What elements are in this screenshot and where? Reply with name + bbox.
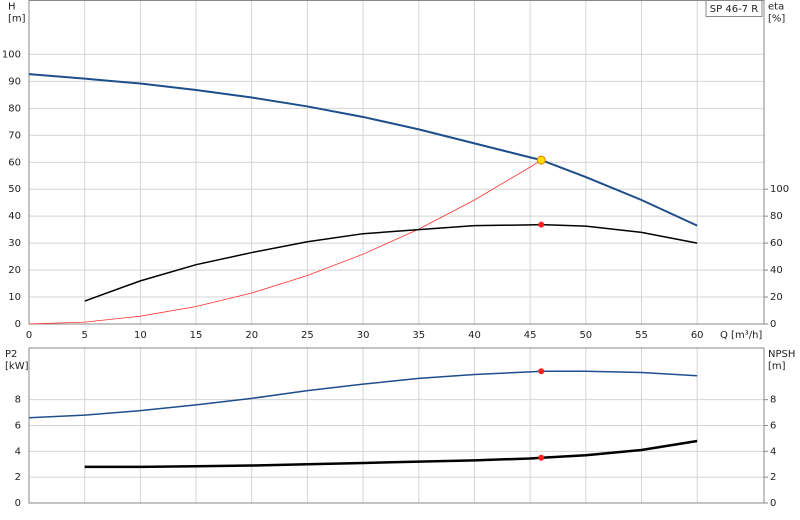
x-tick-label: 10 — [134, 330, 147, 341]
x-tick-label: 0 — [26, 330, 32, 341]
x-tick-label: 40 — [468, 330, 481, 341]
x-tick-label: 60 — [691, 330, 704, 341]
duty-point — [538, 221, 545, 228]
duty-point — [538, 368, 545, 375]
duty-point — [538, 454, 545, 461]
x-tick-label: 15 — [190, 330, 203, 341]
y2-axis-unit: [m] — [768, 361, 786, 372]
x-tick-label: 25 — [301, 330, 314, 341]
y-tick-label: 40 — [8, 211, 21, 222]
y-tick-label: 10 — [8, 292, 21, 303]
pump-label: SP 46-7 R — [710, 4, 758, 15]
y-tick-label: 30 — [8, 238, 21, 249]
y-tick-label: 60 — [8, 157, 21, 168]
y2-axis-title: NPSH — [768, 349, 795, 360]
y2-tick-label: 60 — [770, 238, 783, 249]
y-tick-label: 2 — [15, 472, 21, 483]
duty-point — [536, 155, 546, 165]
y2-tick-label: 4 — [770, 446, 776, 457]
curve — [28, 159, 542, 325]
y-tick-label: 0 — [15, 498, 21, 509]
y-tick-label: 50 — [8, 184, 21, 195]
label-box — [705, 0, 763, 17]
y2-tick-label: 20 — [770, 292, 783, 303]
x-tick-label: 55 — [635, 330, 648, 341]
y2-tick-label: 0 — [770, 498, 776, 509]
plot-frame — [28, 0, 765, 325]
x-axis-title: Q [m³/h] — [720, 330, 762, 341]
y-tick-label: 6 — [15, 421, 21, 432]
y2-tick-label: 40 — [770, 265, 783, 276]
y-axis-unit: [kW] — [5, 361, 29, 372]
y-tick-label: 8 — [15, 395, 21, 406]
x-tick-label: 5 — [81, 330, 87, 341]
y2-tick-label: 80 — [770, 211, 783, 222]
y2-tick-label: 8 — [770, 395, 776, 406]
curve — [84, 223, 698, 302]
y2-tick-label: 6 — [770, 421, 776, 432]
y-axis-unit: [m] — [8, 14, 26, 25]
x-tick-label: 30 — [357, 330, 370, 341]
curve — [28, 73, 698, 227]
x-tick-label: 35 — [412, 330, 425, 341]
y-tick-label: 0 — [15, 319, 21, 330]
y-tick-label: 4 — [15, 446, 21, 457]
y-tick-label: 70 — [8, 130, 21, 141]
x-tick-label: 20 — [245, 330, 258, 341]
curve — [28, 370, 698, 419]
y2-axis-unit: [%] — [768, 14, 785, 25]
y2-axis-title: eta — [768, 2, 784, 13]
y-tick-label: 90 — [8, 76, 21, 87]
curve — [84, 439, 698, 469]
plot-frame — [28, 347, 765, 504]
y-tick-label: 80 — [8, 103, 21, 114]
x-tick-label: 50 — [579, 330, 592, 341]
y-axis-title: H — [8, 2, 16, 13]
y-tick-label: 100 — [2, 49, 21, 60]
y-axis-title: P2 — [5, 349, 17, 360]
y2-tick-label: 2 — [770, 472, 776, 483]
y2-tick-label: 0 — [770, 319, 776, 330]
y-tick-label: 20 — [8, 265, 21, 276]
y2-tick-label: 100 — [770, 184, 789, 195]
x-tick-label: 45 — [524, 330, 537, 341]
